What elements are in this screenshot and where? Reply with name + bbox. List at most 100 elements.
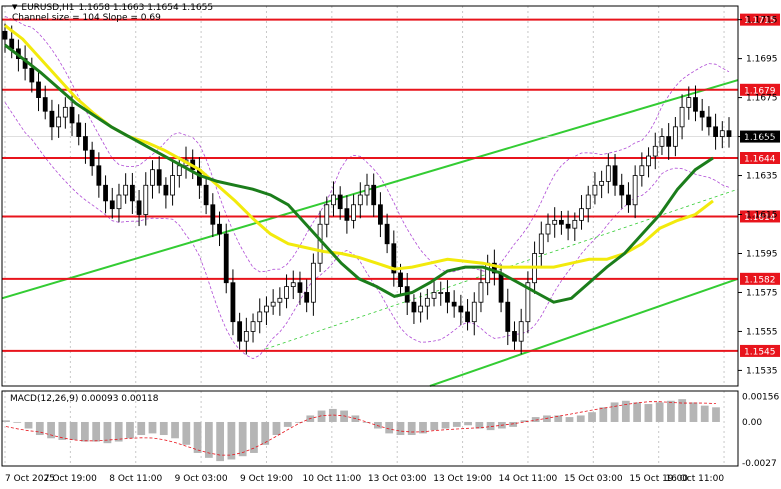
level-label: 1.1545 xyxy=(744,347,776,357)
candle-body xyxy=(304,292,310,303)
macd-bar xyxy=(148,421,157,434)
x-tick-label: 15 Oct 19:00 xyxy=(629,474,688,484)
candle-body xyxy=(491,262,497,274)
macd-bar xyxy=(407,421,416,436)
candle-body xyxy=(364,184,370,196)
macd-bar xyxy=(464,421,472,426)
candle-body xyxy=(378,204,383,225)
candle-body xyxy=(592,184,598,196)
y-tick-label: 1.1555 xyxy=(746,327,778,337)
candle-body xyxy=(83,136,88,151)
candle-body xyxy=(458,305,464,313)
macd-bar xyxy=(644,404,653,422)
candle-body xyxy=(525,282,531,323)
candle-body xyxy=(270,301,276,307)
bollinger-up xyxy=(4,16,730,273)
candle-body xyxy=(605,165,611,182)
x-tick-label: 8 Oct 11:00 xyxy=(109,474,162,484)
candle-body xyxy=(123,184,129,196)
candle-body xyxy=(56,116,62,128)
candle-body xyxy=(136,200,142,215)
horizontal-levels: 1.1715 1.1679 1.1644 1.1614 1.1582 1.1545 1.16… xyxy=(2,13,780,357)
macd-bar xyxy=(599,407,608,422)
macd-bar xyxy=(520,420,529,422)
candle-body xyxy=(706,116,712,128)
candle-body xyxy=(626,194,631,206)
current-price-bg xyxy=(740,130,780,143)
candle-body xyxy=(612,165,618,186)
x-tick-label: 10 Oct 11:00 xyxy=(303,474,362,484)
candle-body xyxy=(666,136,672,147)
candle-body xyxy=(471,301,477,323)
level-label-bg xyxy=(740,344,780,357)
candle-body xyxy=(357,194,363,206)
macd-bar xyxy=(283,421,292,427)
candle-body xyxy=(619,184,625,196)
macd-bar xyxy=(700,405,709,422)
level-label: 1.1679 xyxy=(744,86,776,96)
level-label-bg xyxy=(740,152,780,164)
y-tick-label: 1.1535 xyxy=(746,366,778,376)
macd-y-tick-label: -0.0027 xyxy=(742,459,777,469)
macd-bar xyxy=(227,421,236,460)
candle-body xyxy=(337,194,343,210)
level-label-bg xyxy=(740,210,780,223)
y-tick-label: 1.1695 xyxy=(746,55,778,65)
candle-body xyxy=(331,194,336,206)
candle-body xyxy=(512,331,517,342)
y-tick-label: 1.1675 xyxy=(746,94,778,104)
x-tick-label: 7 Oct 2025 xyxy=(5,474,55,484)
symbol-timeframe: EURUSD,H1 xyxy=(21,3,75,13)
level-label-bg xyxy=(740,13,780,26)
candle-body xyxy=(545,223,551,235)
candle-body xyxy=(344,208,350,221)
candle-body xyxy=(485,262,491,284)
macd-bar xyxy=(689,402,698,422)
macd-bar xyxy=(238,421,247,457)
candle-body xyxy=(230,282,236,323)
candle-body xyxy=(693,97,698,112)
candle-body xyxy=(465,311,470,323)
macd-bar xyxy=(24,421,33,429)
candle-body xyxy=(686,97,692,108)
candle-body xyxy=(572,219,578,229)
y-tick-label: 1.1635 xyxy=(746,172,778,182)
candle-body xyxy=(579,208,584,221)
macd-bar xyxy=(328,408,337,422)
ma-green-line xyxy=(4,43,714,304)
candle-body xyxy=(284,286,289,299)
candle-body xyxy=(150,169,155,186)
candle-body xyxy=(96,165,102,186)
level-label: 1.1715 xyxy=(744,16,776,26)
chart-header: ▼ EURUSD,H1 1.1658 1.1663 1.1654 1.1655 … xyxy=(12,3,213,23)
moving-averages xyxy=(4,24,714,304)
x-tick-label: 15 Oct 03:00 xyxy=(564,474,623,484)
y-tick-label: 1.1715 xyxy=(746,16,778,26)
candle-body xyxy=(599,180,605,186)
candle-body xyxy=(391,243,397,274)
channel-upper-line xyxy=(1,79,739,300)
candle-body xyxy=(411,301,417,313)
level-label: 1.1582 xyxy=(744,275,776,285)
macd-bar xyxy=(13,421,22,423)
macd-bar xyxy=(610,402,619,422)
x-tick-label: 14 Oct 11:00 xyxy=(499,474,558,484)
main-pane-border xyxy=(1,5,739,387)
macd-bar xyxy=(452,421,461,427)
macd-bar xyxy=(486,421,495,431)
candle-body xyxy=(156,169,162,186)
macd-bar xyxy=(565,417,574,422)
y-tick-label: 1.1595 xyxy=(746,249,778,259)
x-tick-label: 13 Oct 03:00 xyxy=(368,474,427,484)
candle-body xyxy=(103,184,108,202)
candle-body xyxy=(310,262,316,303)
candle-body xyxy=(478,282,484,303)
macd-bar xyxy=(2,420,10,422)
candle-body xyxy=(585,194,591,210)
macd-bar xyxy=(576,415,585,422)
macd-signal-line xyxy=(5,401,717,456)
level-label: 1.1644 xyxy=(744,155,776,165)
candle-body xyxy=(176,165,182,176)
y-tick-label: 1.1655 xyxy=(746,133,778,143)
